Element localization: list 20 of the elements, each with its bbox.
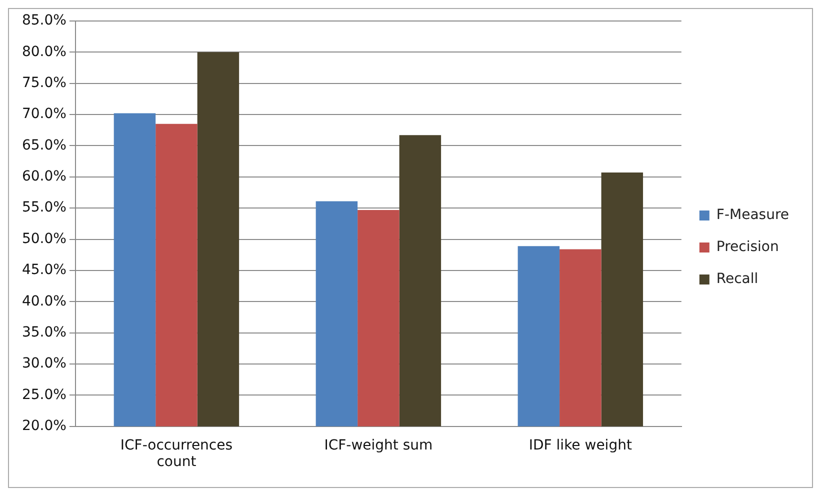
legend-label: Precision xyxy=(716,239,779,256)
y-tick-label: 85.0% xyxy=(22,12,66,29)
y-tick-label: 55.0% xyxy=(22,200,66,216)
x-tick-label: ICF-weight sum xyxy=(324,437,433,454)
y-tick-label: 50.0% xyxy=(22,230,66,247)
y-tick-label: 45.0% xyxy=(22,262,66,278)
y-tick-label: 30.0% xyxy=(22,356,66,372)
y-tick-label: 75.0% xyxy=(22,75,66,92)
legend-label: F-Measure xyxy=(716,207,790,224)
y-tick-label: 35.0% xyxy=(22,324,66,340)
legend-label: Recall xyxy=(716,271,758,288)
y-tick-label: 80.0% xyxy=(22,44,66,60)
x-tick-label: ICF-occurrences count xyxy=(120,437,233,470)
y-tick-label: 40.0% xyxy=(22,293,66,310)
y-tick-label: 20.0% xyxy=(22,418,66,434)
y-tick-label: 70.0% xyxy=(22,106,66,122)
x-tick-label: IDF like weight xyxy=(528,437,632,454)
y-tick-label: 25.0% xyxy=(22,386,66,403)
y-tick-label: 60.0% xyxy=(22,168,66,185)
y-tick-label: 65.0% xyxy=(22,137,66,154)
